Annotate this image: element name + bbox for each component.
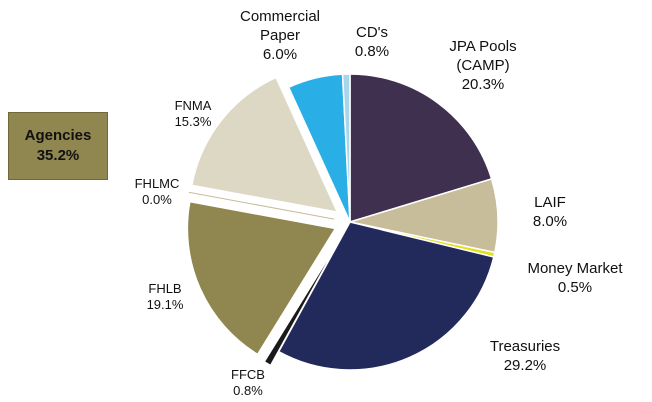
value-label: 29.2% bbox=[503, 356, 547, 374]
slice bbox=[277, 221, 495, 371]
slice bbox=[349, 73, 493, 224]
slice-label: JPA Pools (CAMP) 20.3% bbox=[433, 38, 533, 94]
value-label: 8.0% bbox=[532, 212, 568, 230]
category-label: Commercial Paper bbox=[239, 8, 320, 44]
slice bbox=[263, 235, 343, 367]
slice-label: FFCB 0.8% bbox=[223, 367, 273, 400]
slice bbox=[186, 200, 337, 356]
slice-label: FHLMC 0.0% bbox=[127, 176, 187, 209]
category-label: FHLB bbox=[148, 281, 182, 296]
category-label: Money Market bbox=[527, 260, 623, 277]
slice-label: Treasuries 29.2% bbox=[475, 338, 575, 376]
slice-label: CD's 0.8% bbox=[347, 24, 397, 62]
category-label: FFCB bbox=[231, 367, 265, 382]
slice-label: FNMA 15.3% bbox=[163, 98, 223, 131]
agencies-box: Agencies 35.2% bbox=[8, 112, 108, 180]
category-label: LAIF bbox=[534, 194, 566, 211]
value-label: 19.1% bbox=[146, 297, 184, 313]
slice-label: Commercial Paper 6.0% bbox=[225, 8, 335, 64]
slice-label: FHLB 19.1% bbox=[135, 281, 195, 314]
slice bbox=[341, 73, 351, 223]
category-label: Treasuries bbox=[489, 338, 561, 355]
slice-label: Money Market 0.5% bbox=[515, 260, 635, 298]
value-label: 15.3% bbox=[174, 114, 212, 130]
value-label: 0.8% bbox=[233, 383, 263, 399]
slice-label: LAIF 8.0% bbox=[520, 194, 580, 232]
slice bbox=[190, 76, 339, 214]
annotation-label: Agencies bbox=[24, 126, 92, 144]
annotation-value: 35.2% bbox=[36, 147, 80, 164]
value-label: 6.0% bbox=[262, 45, 298, 63]
category-label: CD's bbox=[355, 24, 389, 41]
category-label: FHLMC bbox=[134, 176, 180, 191]
value-label: 20.3% bbox=[461, 75, 505, 93]
value-label: 0.8% bbox=[354, 42, 390, 60]
category-label: FNMA bbox=[174, 98, 212, 113]
category-label: JPA Pools (CAMP) bbox=[449, 38, 517, 74]
value-label: 0.0% bbox=[142, 192, 172, 208]
value-label: 0.5% bbox=[557, 278, 593, 296]
